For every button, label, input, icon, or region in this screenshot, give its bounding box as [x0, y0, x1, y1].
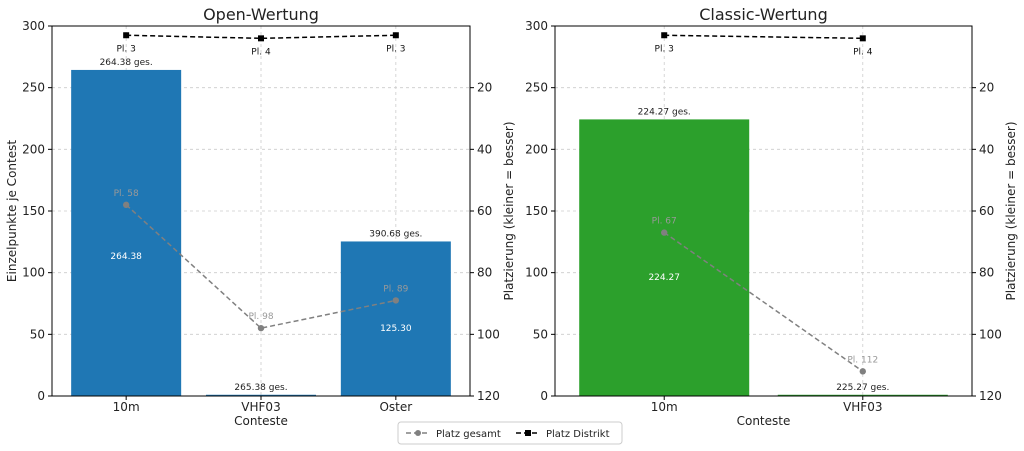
legend-marker — [525, 430, 531, 436]
legend-label: Platz gesamt — [436, 429, 501, 440]
place-district-line — [126, 34, 396, 40]
x-axis-label: Conteste — [737, 414, 791, 428]
legend: Platz gesamt Platz Distrikt — [397, 421, 623, 445]
place-district-label: Pl. 3 — [116, 44, 135, 54]
y2-axis-label: Platzierung (kleiner = besser) — [1004, 121, 1018, 300]
y2-tick-label: 120 — [477, 389, 500, 403]
bar — [71, 69, 182, 396]
x-tick-label: Oster — [379, 400, 412, 414]
y-tick-label: 300 — [22, 19, 45, 33]
y2-tick-label: 20 — [477, 81, 492, 95]
open-wertung-panel: 264.38 ges. 265.38 ges. 390.68 ges. 264.38 1… — [5, 5, 516, 428]
y2-tick-label: 100 — [477, 327, 500, 341]
place-total-line — [663, 231, 864, 372]
y-axis-label: Einzelpunkte je Contest — [5, 140, 19, 282]
bar — [777, 394, 948, 396]
place-total-point — [392, 297, 400, 304]
x-tick-label: VHF03 — [843, 400, 882, 414]
x-tick-label: VHF03 — [241, 400, 280, 414]
y-tick-label: 150 — [525, 204, 548, 218]
total-label: 265.38 ges. — [234, 383, 287, 393]
y-tick-label: 100 — [525, 266, 548, 280]
bar-value-label: 264.38 — [110, 252, 142, 262]
y-tick-label: 50 — [30, 327, 45, 341]
bar — [206, 394, 316, 396]
place-total-label: Pl. 67 — [652, 217, 677, 227]
y-tick-label: 150 — [22, 204, 45, 218]
y-tick-label: 250 — [525, 81, 548, 95]
legend-marker — [415, 430, 421, 436]
place-district-point — [392, 32, 399, 39]
y2-tick-label: 40 — [477, 142, 492, 156]
y-tick-label: 250 — [22, 81, 45, 95]
place-district-label: Pl. 3 — [386, 44, 405, 54]
total-label: 390.68 ges. — [369, 229, 422, 239]
place-total-label: Pl. 112 — [847, 355, 878, 365]
y2-tick-label: 60 — [477, 204, 492, 218]
x-tick-label: 10m — [651, 400, 678, 414]
total-label: 264.38 ges. — [100, 58, 153, 68]
bar-value-label: 125.30 — [380, 324, 412, 334]
x-tick-label: 10m — [113, 400, 140, 414]
bar — [579, 119, 750, 396]
place-total-label: Pl. 89 — [383, 284, 408, 294]
bar — [340, 241, 451, 396]
place-total-point — [122, 201, 130, 209]
place-district-point — [123, 32, 130, 39]
y-tick-label: 50 — [533, 327, 548, 341]
y2-axis-label: Platzierung (kleiner = besser) — [502, 121, 516, 300]
y2-tick-label: 120 — [979, 389, 1002, 403]
total-label: 225.27 ges. — [836, 383, 889, 393]
y2-tick-label: 20 — [979, 81, 994, 95]
y2-tick-label: 40 — [979, 142, 994, 156]
y-tick-label: 0 — [540, 389, 548, 403]
place-district-label: Pl. 4 — [853, 47, 873, 57]
classic-wertung-panel: 224.27 ges. 225.27 ges. 224.27 Pl. 67 Pl. 11… — [525, 5, 1018, 428]
legend-box — [397, 421, 623, 445]
place-district-line — [664, 34, 863, 40]
y-tick-label: 300 — [525, 19, 548, 33]
place-total-line — [125, 204, 396, 329]
place-total-label: Pl. 98 — [248, 312, 273, 322]
y-tick-label: 0 — [37, 389, 45, 403]
place-total-point — [859, 368, 866, 375]
y-tick-label: 100 — [22, 266, 45, 280]
bar-value-label: 224.27 — [648, 273, 680, 283]
y2-tick-label: 100 — [979, 327, 1002, 341]
x-axis-label: Conteste — [234, 414, 288, 428]
place-district-label: Pl. 4 — [251, 47, 271, 57]
chart-title: Classic-Wertung — [699, 5, 827, 24]
y2-tick-label: 80 — [477, 266, 492, 280]
y-tick-label: 200 — [525, 142, 548, 156]
place-total-point — [257, 324, 265, 332]
place-district-label: Pl. 3 — [655, 44, 674, 54]
place-district-point — [859, 35, 866, 42]
place-total-label: Pl. 58 — [114, 189, 139, 199]
legend-label: Platz Distrikt — [546, 429, 610, 440]
chart-title: Open-Wertung — [203, 5, 319, 24]
y-tick-label: 200 — [22, 142, 45, 156]
y2-tick-label: 60 — [979, 204, 994, 218]
total-label: 224.27 ges. — [638, 107, 691, 117]
y2-tick-label: 80 — [979, 266, 994, 280]
place-total-point — [661, 229, 668, 236]
place-district-point — [258, 35, 264, 42]
place-district-point — [661, 32, 668, 39]
